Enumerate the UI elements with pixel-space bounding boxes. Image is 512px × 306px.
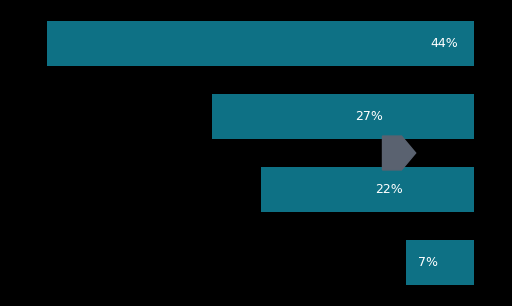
Bar — [406, 240, 474, 285]
Text: 44%: 44% — [430, 37, 458, 50]
Bar — [212, 94, 474, 139]
Bar — [48, 21, 474, 66]
Bar — [261, 167, 474, 212]
Text: 7%: 7% — [418, 256, 438, 269]
FancyArrow shape — [382, 136, 416, 170]
Text: 22%: 22% — [375, 183, 402, 196]
Text: 27%: 27% — [355, 110, 383, 123]
